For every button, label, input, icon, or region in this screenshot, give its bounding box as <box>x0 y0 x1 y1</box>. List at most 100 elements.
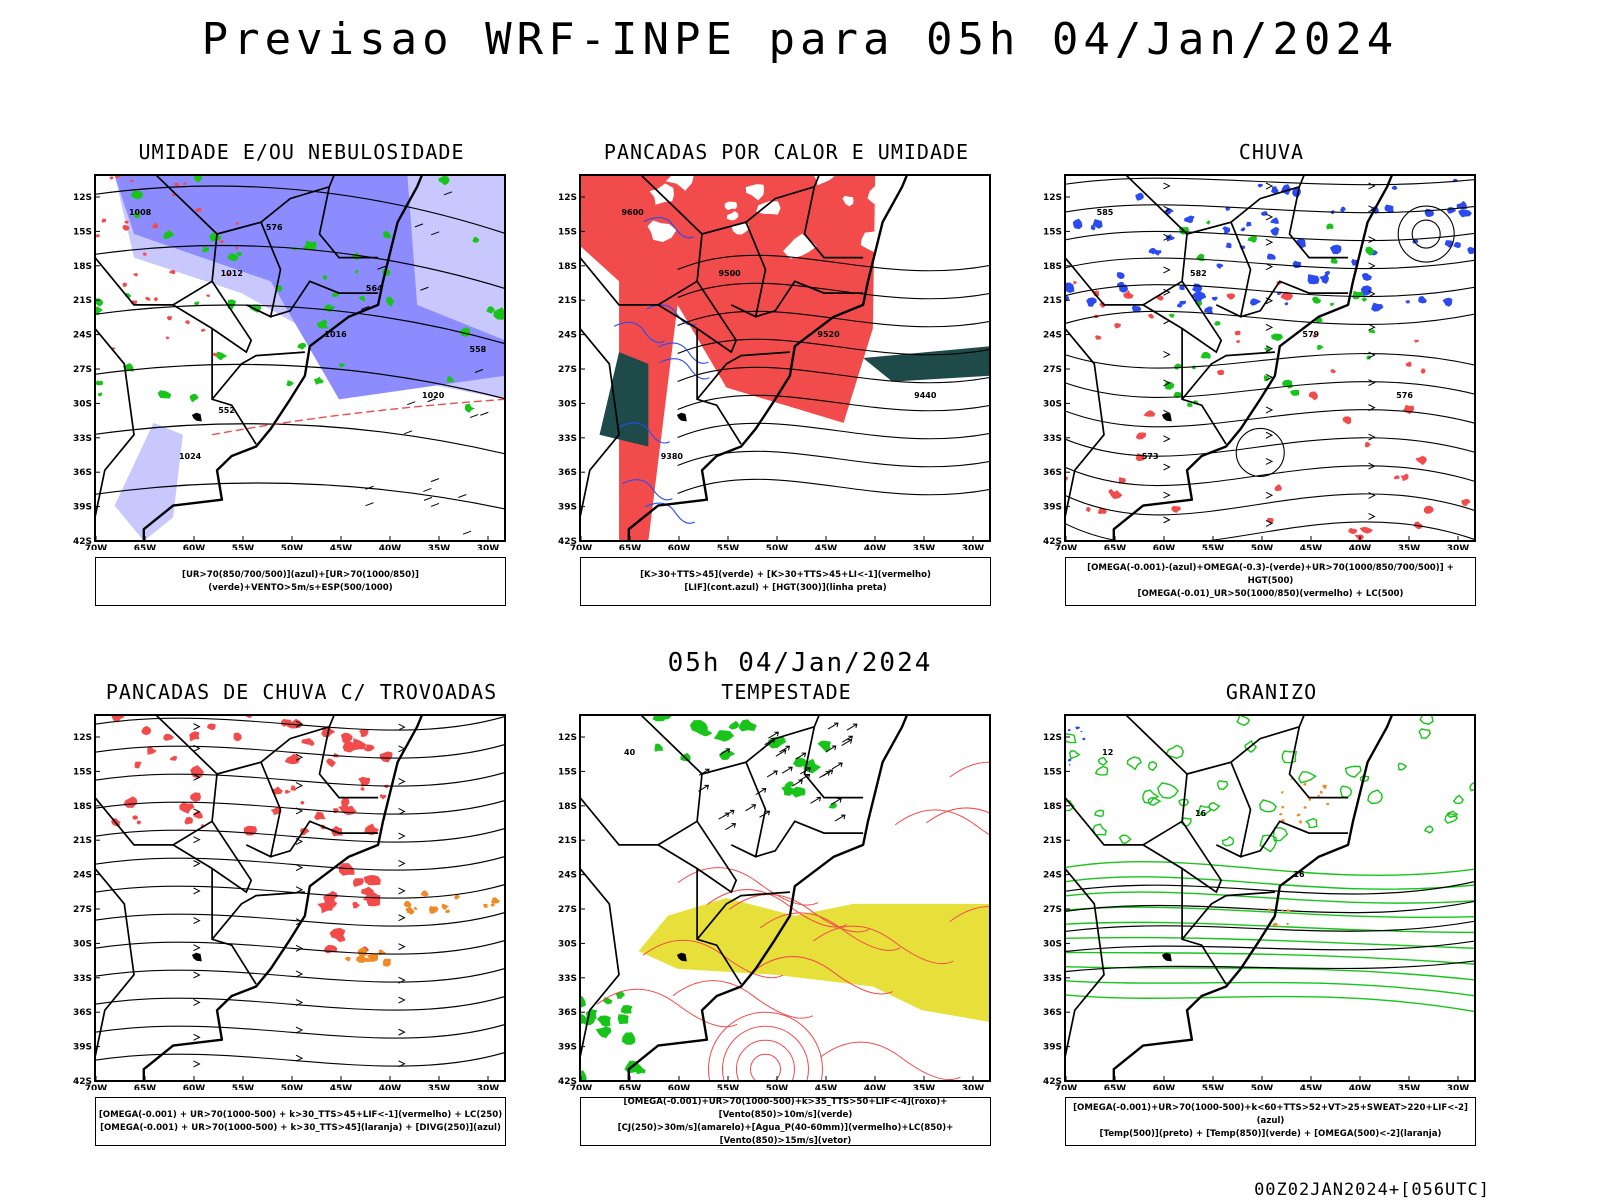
low-humidity-contour <box>323 304 336 313</box>
thickness-contour <box>95 234 100 238</box>
height-contour <box>1065 310 1475 325</box>
rain-area-blue <box>1148 247 1156 255</box>
lat-label: 27S <box>1043 905 1062 915</box>
lat-label: 42S <box>73 1077 92 1087</box>
rain-area-blue <box>1165 234 1176 242</box>
state-border <box>245 761 282 858</box>
low-humidity-contour <box>297 342 307 350</box>
lon-label: 60W <box>1153 1084 1176 1090</box>
precipitable-water-contour <box>707 1011 823 1081</box>
temp850-contour <box>1419 715 1434 725</box>
temp850-contour <box>1097 756 1108 766</box>
wind-vector <box>377 265 386 270</box>
temp850-contour <box>1142 789 1160 804</box>
jet-stream-area <box>638 898 990 1022</box>
streamline <box>95 855 505 871</box>
low-humidity-contour <box>133 211 141 219</box>
height-contour <box>1397 205 1455 263</box>
panel-legend: [OMEGA(-0.001)+UR>70(1000-500)+k<60+TTS>… <box>1065 1097 1476 1146</box>
thunderstorm-area <box>352 901 361 909</box>
rain-area-red <box>1461 498 1471 506</box>
rain-area-blue <box>1225 207 1231 211</box>
rain-area-blue <box>1280 184 1292 196</box>
thunderstorm-area <box>190 765 204 779</box>
low-humidity-contour <box>313 376 324 385</box>
rain-area-blue <box>1211 296 1218 301</box>
lon-label: 65W <box>619 544 642 550</box>
thunderstorm-area <box>134 761 142 769</box>
streamline-arrow <box>1265 519 1274 527</box>
temp850-contour <box>1065 861 1475 876</box>
omega-area <box>1286 922 1289 926</box>
streamline-arrow <box>1368 404 1376 412</box>
strong-wind-area <box>654 743 663 752</box>
wind-vector <box>365 485 374 490</box>
hail-area <box>1080 730 1083 733</box>
height-contour <box>1065 177 1475 186</box>
state-border <box>1240 820 1349 858</box>
lon-label: 45W <box>1300 1084 1323 1090</box>
rain-area-red <box>1148 313 1154 319</box>
thickness-contour <box>165 336 170 340</box>
state-border <box>580 867 620 1058</box>
thunderstorm-area <box>284 789 291 794</box>
rain-area-blue <box>1116 272 1125 280</box>
lat-label: 39S <box>558 503 577 513</box>
contour-label: 579 <box>1302 330 1319 339</box>
isobar <box>95 423 505 455</box>
state-border <box>580 715 703 846</box>
panel-pancadas-calor: PANCADAS POR CALOR E UMIDADE 9600 9500 9520… <box>543 140 1023 610</box>
contour-label: 1020 <box>422 391 445 400</box>
wind-vector <box>719 748 731 756</box>
streamline-arrow <box>193 773 201 781</box>
thickness-contour <box>212 352 218 357</box>
convective-area-orange <box>357 947 367 957</box>
wind-vector <box>458 494 467 498</box>
lat-label: 24S <box>1043 331 1062 341</box>
rain-area-blue <box>1176 303 1183 308</box>
rain-area-blue <box>1257 183 1263 188</box>
main-title: Previsao WRF-INPE para 05h 04/Jan/2024 <box>201 14 1399 65</box>
rain-area-blue <box>1456 200 1467 210</box>
thunderstorm-area <box>338 803 349 813</box>
strong-wind-area <box>817 740 831 753</box>
lif-contour <box>643 217 695 239</box>
streamline <box>95 1051 505 1067</box>
contour-label: 582 <box>1190 269 1207 278</box>
thunderstorm-area <box>358 776 370 787</box>
streamline-arrow <box>193 887 201 895</box>
coastline <box>142 715 424 1081</box>
wind-vector <box>745 804 757 812</box>
coastline <box>1112 715 1394 1081</box>
rain-area-blue <box>1153 250 1162 256</box>
map-frame <box>579 714 991 1082</box>
thunderstorm-area <box>136 820 142 825</box>
convective-area-orange <box>454 894 461 900</box>
state-border <box>1065 175 1188 306</box>
lon-label: 55W <box>717 544 740 550</box>
streamline-arrow <box>193 836 201 844</box>
convective-area-orange <box>403 901 412 907</box>
rain-area-red <box>1359 526 1373 534</box>
precipitable-water-contour <box>735 1039 795 1081</box>
rain-area-red <box>1235 340 1240 344</box>
rain-area-green <box>1168 313 1175 318</box>
streamline-arrow <box>295 944 304 952</box>
coastline <box>142 175 424 541</box>
lon-label: 50W <box>1251 544 1274 550</box>
streamline-arrow <box>295 720 304 728</box>
thunderstorm-area <box>284 753 300 765</box>
state-border <box>580 327 620 518</box>
streamline <box>95 799 505 815</box>
lon-label: 50W <box>1251 1084 1274 1090</box>
panel-granizo: GRANIZO 12 16 16 12S 15S 18S 21S 24S 27S 30S 33S 36S… <box>1028 680 1508 1150</box>
lat-label: 24S <box>73 871 92 881</box>
thunderstorm-area <box>193 810 203 819</box>
rain-area-green <box>1164 381 1175 390</box>
thunderstorm-area <box>132 815 139 820</box>
rain-area-red <box>1402 404 1415 414</box>
thunderstorm-area <box>147 746 157 755</box>
wind-vector <box>768 731 780 739</box>
temp850-contour <box>1178 798 1190 807</box>
lon-label: 55W <box>1202 1084 1225 1090</box>
